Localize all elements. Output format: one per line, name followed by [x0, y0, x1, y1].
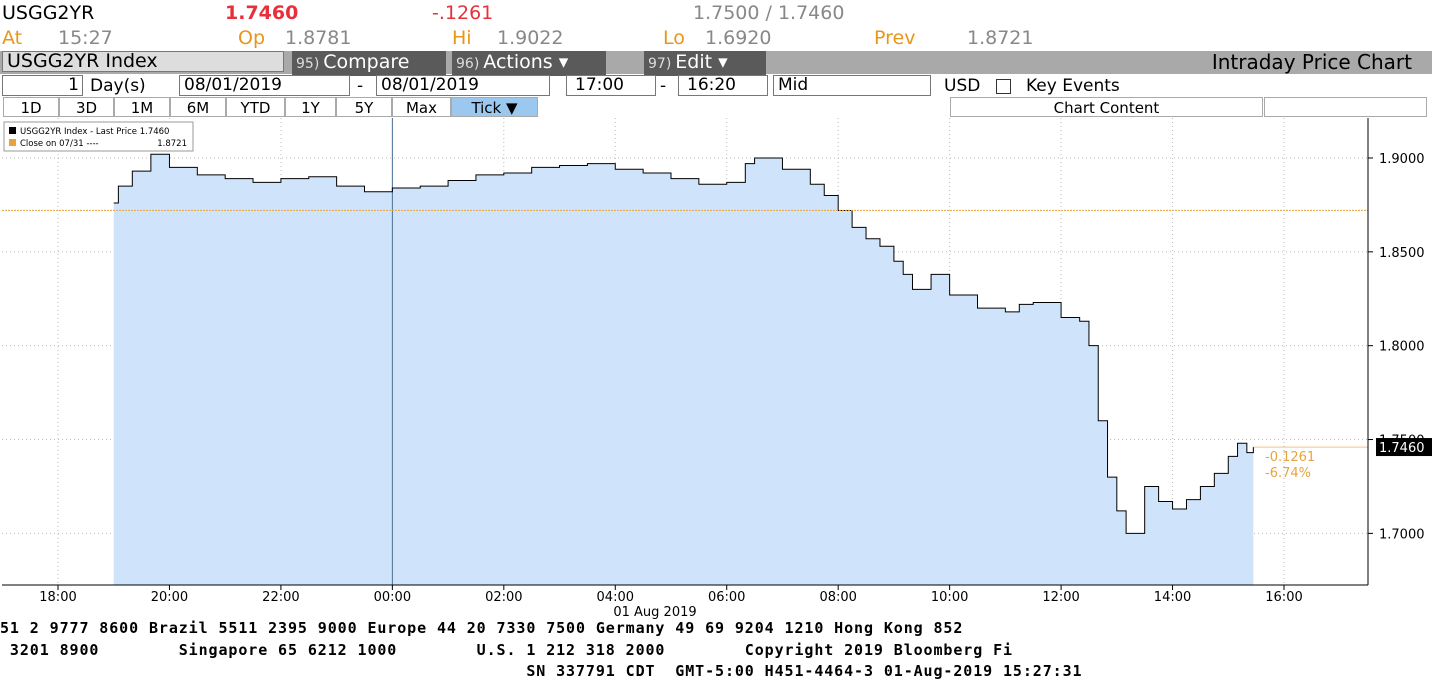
y-tick-label: 1.7000 [1379, 527, 1425, 542]
menu-label: Edit ▾ [675, 51, 728, 73]
footer-line: 3201 8900 Singapore 65 6212 1000 U.S. 1 … [0, 640, 1013, 659]
x-tick-label: 08:00 [819, 590, 856, 605]
period-button[interactable]: 1D [3, 97, 59, 117]
x-tick-label: 18:00 [39, 590, 76, 605]
period-button[interactable]: Tick ▼ [451, 97, 538, 117]
field[interactable]: Mid [773, 75, 931, 96]
stat-label: Prev [874, 27, 916, 49]
function-title: Intraday Price Chart [1211, 50, 1412, 74]
checkbox[interactable] [996, 79, 1011, 94]
x-tick-label: 20:00 [151, 590, 188, 605]
period-button[interactable]: 3D [59, 97, 114, 117]
menu-num: 97) [648, 56, 672, 72]
period-button[interactable]: 5Y [336, 97, 392, 117]
menu[interactable]: 97) Edit ▾ [644, 51, 766, 76]
currency: USD [944, 76, 981, 96]
stat-value: 1.9022 [497, 27, 564, 49]
annotation: -0.1261 [1265, 450, 1315, 465]
menu-num: 96) [456, 56, 480, 72]
area [113, 154, 1254, 585]
footer-line: 51 2 9777 8600 Brazil 5511 2395 9000 Eur… [0, 619, 964, 637]
last-price: 1.7460 [225, 2, 299, 24]
ticker: USGG2YR [2, 2, 95, 24]
key-events: Key Events [1026, 76, 1120, 96]
date-label: 01 Aug 2019 [613, 605, 696, 620]
x-tick-label: 10:00 [931, 590, 968, 605]
stat-label: Hi [452, 27, 472, 49]
day-count[interactable]: 1 [2, 75, 83, 96]
legend-swatch [9, 127, 16, 134]
settings[interactable] [1264, 97, 1427, 117]
start-time[interactable]: 17:00 [566, 75, 656, 96]
footer-line: SN 337791 CDT GMT-5:00 H451-4464-3 01-Au… [0, 662, 1083, 680]
dash: - [660, 76, 667, 96]
period-button[interactable]: 6M [170, 97, 226, 117]
period-button[interactable]: 1M [114, 97, 170, 117]
x-tick-label: 02:00 [485, 590, 522, 605]
bid-ask: 1.7500 / 1.7460 [693, 2, 845, 24]
menu-label: Actions ▾ [483, 51, 569, 73]
legend-swatch [9, 139, 16, 146]
annotation: -6.74% [1265, 466, 1311, 481]
legend-value: 1.8721 [157, 139, 187, 149]
end-time[interactable]: 16:20 [678, 75, 768, 96]
menu-num: 95) [296, 56, 320, 72]
last-tag-label: 1.7460 [1379, 441, 1425, 456]
y-tick-label: 1.8000 [1379, 340, 1425, 355]
stat-label: At [2, 27, 23, 49]
start-date[interactable]: 08/01/2019 [179, 75, 350, 96]
menu[interactable]: 96) Actions ▾ [452, 51, 606, 76]
price-line [113, 153, 1254, 534]
dash: - [357, 76, 364, 96]
x-tick-label: 04:00 [597, 590, 634, 605]
legend-entry: Close on 07/31 ---- [20, 139, 99, 149]
day-unit: Day(s) [90, 76, 146, 96]
stat-label: Op [238, 27, 266, 49]
stat-value: 1.6920 [705, 27, 772, 49]
menu[interactable]: 95) Compare [292, 51, 446, 76]
net-change: -.1261 [432, 2, 494, 24]
stat-label: Lo [663, 27, 685, 49]
x-tick-label: 14:00 [1154, 590, 1191, 605]
last-tag [1376, 438, 1432, 457]
legend-entry: USGG2YR Index - Last Price 1.7460 [20, 127, 169, 137]
x-tick-label: 12:00 [1042, 590, 1079, 605]
x-tick-label: 22:00 [262, 590, 299, 605]
y-tick-label: 1.9000 [1379, 152, 1425, 167]
period-button[interactable]: 1Y [285, 97, 336, 117]
legend-box [3, 121, 194, 152]
x-tick-label: 00:00 [374, 590, 411, 605]
stat-value: 15:27 [58, 27, 113, 49]
y-tick-label: 1.8500 [1379, 246, 1425, 261]
x-tick-label: 06:00 [708, 590, 745, 605]
period-button[interactable]: YTD [226, 97, 285, 117]
stat-value: 1.8721 [967, 27, 1034, 49]
menu-label: Compare [323, 51, 410, 73]
period-button[interactable]: Max [392, 97, 451, 117]
end-date[interactable]: 08/01/2019 [376, 75, 550, 96]
stat-value: 1.8781 [285, 27, 352, 49]
chart-content[interactable]: Chart Content [950, 97, 1263, 117]
x-tick-label: 16:00 [1265, 590, 1302, 605]
security[interactable]: USGG2YR Index [2, 51, 284, 72]
chart: 1.70001.75001.80001.85001.900018:0020:00… [2, 118, 1432, 620]
